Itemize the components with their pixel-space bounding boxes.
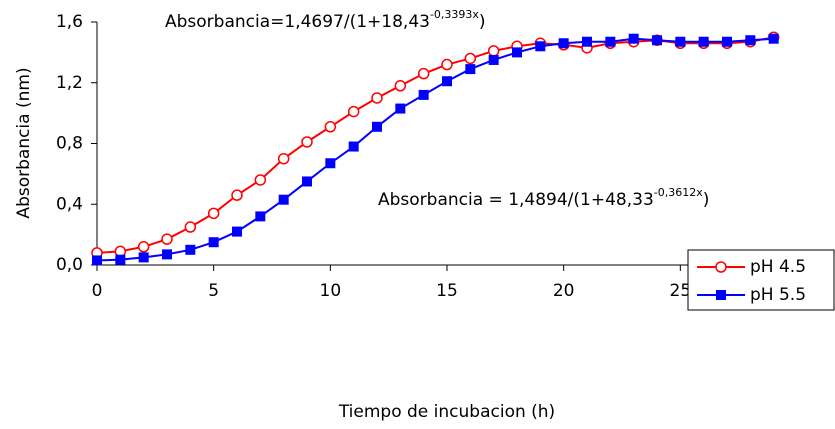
y-tick-label: 0,0 xyxy=(56,255,83,275)
marker xyxy=(232,226,242,237)
marker xyxy=(745,35,756,46)
line xyxy=(96,36,774,254)
marker xyxy=(302,176,312,187)
y-axis-title: Absorbancia (nm) xyxy=(14,67,34,218)
marker xyxy=(535,41,546,52)
marker xyxy=(394,80,407,92)
x-tick-label: 25 xyxy=(670,281,692,301)
marker xyxy=(605,36,616,47)
marker xyxy=(138,252,149,263)
annotation-end: ) xyxy=(479,12,486,32)
marker xyxy=(441,58,453,71)
marker xyxy=(465,64,476,75)
marker xyxy=(558,38,569,49)
y-tick-label: 1,2 xyxy=(56,73,83,93)
legend-label: pH 4.5 xyxy=(750,257,806,277)
legend-label: pH 5.5 xyxy=(750,285,806,305)
marker xyxy=(231,189,243,201)
marker xyxy=(464,52,477,65)
annotation-sup: -0,3612x xyxy=(654,186,703,199)
legend xyxy=(687,249,835,311)
annotation-text: Absorbancia=1,4697/(1+18,43 xyxy=(165,12,430,32)
marker xyxy=(652,35,662,46)
annotation-text: Absorbancia = 1,4894/(1+48,33 xyxy=(378,190,654,210)
marker xyxy=(325,158,336,169)
y-tick-label: 0,4 xyxy=(56,194,83,214)
marker xyxy=(512,47,522,58)
marker xyxy=(768,33,779,44)
marker xyxy=(722,36,732,47)
marker xyxy=(161,233,173,245)
marker xyxy=(162,249,172,260)
x-tick-label: 15 xyxy=(436,281,458,301)
marker xyxy=(372,121,382,132)
marker xyxy=(371,92,383,104)
y-tick-label: 0,8 xyxy=(56,134,83,154)
marker xyxy=(278,194,289,205)
marker xyxy=(488,54,499,65)
marker xyxy=(207,207,220,220)
marker xyxy=(92,255,102,266)
annotation-sup: -0,3393x xyxy=(430,8,479,21)
marker xyxy=(715,261,727,273)
y-tick-label: 1,6 xyxy=(56,12,83,32)
x-axis-title: Tiempo de incubacion (h) xyxy=(338,402,555,422)
annotation: Absorbancia=1,4697/(1+18,43-0,3393x) xyxy=(165,8,486,32)
x-tick-label: 20 xyxy=(553,281,575,301)
x-tick-label: 0 xyxy=(92,281,103,301)
marker xyxy=(254,174,267,186)
annotation: Absorbancia = 1,4894/(1+48,33-0,3612x) xyxy=(378,186,709,210)
marker xyxy=(395,103,406,114)
marker xyxy=(442,76,452,87)
marker xyxy=(301,136,313,148)
line xyxy=(96,37,774,262)
marker xyxy=(628,33,639,44)
marker xyxy=(582,36,592,47)
marker xyxy=(348,141,359,152)
marker xyxy=(137,241,150,253)
marker xyxy=(277,152,290,165)
marker xyxy=(487,45,500,57)
marker xyxy=(255,211,266,222)
x-tick-label: 5 xyxy=(208,281,219,301)
x-tick-label: 10 xyxy=(320,281,342,301)
marker xyxy=(184,221,197,233)
marker xyxy=(716,290,726,300)
annotation-end: ) xyxy=(703,190,710,210)
marker xyxy=(675,36,686,47)
marker xyxy=(698,36,709,47)
marker xyxy=(417,67,430,80)
marker xyxy=(185,244,196,255)
marker xyxy=(324,121,337,133)
marker xyxy=(208,237,219,248)
marker xyxy=(347,105,360,118)
marker xyxy=(418,89,429,100)
marker xyxy=(115,254,126,265)
